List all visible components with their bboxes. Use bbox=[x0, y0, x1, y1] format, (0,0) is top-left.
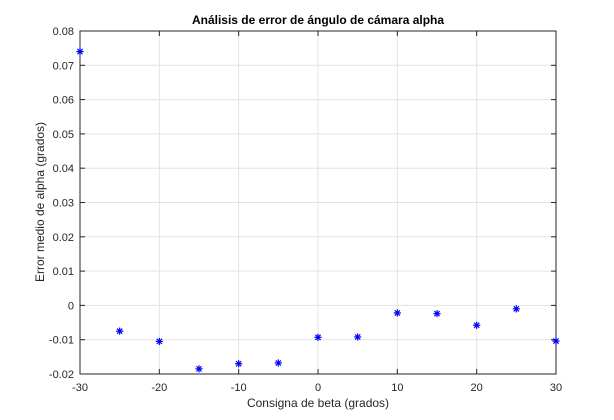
data-point bbox=[473, 321, 481, 329]
marker-stroke bbox=[314, 334, 322, 341]
data-point bbox=[155, 337, 163, 346]
y-tick-labels: -0.02 -0.01 0 0.01 0.02 0.03 0.04 0.05 0.06 0.07 0… bbox=[49, 26, 74, 381]
marker-stroke bbox=[473, 322, 480, 329]
marker-stroke bbox=[513, 305, 520, 312]
x-tick-label: 0 bbox=[315, 382, 321, 394]
x-tick-label: 10 bbox=[391, 382, 403, 394]
y-tick-label: 0.04 bbox=[53, 163, 74, 175]
marker-stroke bbox=[354, 333, 361, 340]
data-point bbox=[354, 333, 362, 341]
x-tick-label: -30 bbox=[72, 382, 88, 394]
x-tick-label: -10 bbox=[231, 382, 247, 394]
marker-stroke bbox=[195, 365, 203, 372]
y-tick-label: -0.01 bbox=[49, 335, 74, 347]
marker-stroke bbox=[116, 328, 123, 335]
y-tick-label: 0.03 bbox=[53, 198, 74, 210]
x-tick-label: -20 bbox=[151, 382, 167, 394]
data-points bbox=[76, 47, 560, 373]
y-tick-label: 0.06 bbox=[53, 95, 74, 107]
data-point bbox=[393, 309, 401, 317]
y-tick-label: 0.01 bbox=[53, 266, 74, 278]
data-point bbox=[116, 327, 124, 335]
x-axis-label: Consigna de beta (grados) bbox=[247, 396, 389, 410]
y-tick-label: 0.07 bbox=[53, 60, 74, 72]
y-tick-label: 0 bbox=[68, 300, 74, 312]
chart-title: Análisis de error de ángulo de cámara al… bbox=[192, 13, 444, 27]
data-point bbox=[235, 360, 243, 368]
data-point bbox=[552, 337, 560, 345]
data-point bbox=[195, 365, 203, 373]
marker-stroke bbox=[552, 338, 560, 345]
data-point bbox=[512, 305, 520, 313]
x-tick-label: 20 bbox=[471, 382, 483, 394]
y-tick-label: 0.02 bbox=[53, 232, 74, 244]
marker-stroke bbox=[235, 360, 242, 367]
data-point bbox=[314, 333, 322, 341]
marker-stroke bbox=[433, 310, 441, 317]
data-point bbox=[274, 359, 282, 367]
marker-stroke bbox=[394, 309, 401, 316]
y-tick-label: 0.08 bbox=[53, 26, 74, 38]
marker-stroke bbox=[76, 48, 84, 55]
data-point bbox=[76, 47, 84, 56]
x-tick-label: 30 bbox=[550, 382, 562, 394]
tick-marks bbox=[79, 30, 557, 375]
marker-stroke bbox=[275, 360, 282, 367]
y-tick-label: 0.05 bbox=[53, 129, 74, 141]
data-point bbox=[433, 310, 441, 318]
marker-stroke bbox=[156, 338, 163, 345]
y-tick-label: -0.02 bbox=[49, 369, 74, 381]
y-axis-label: Error medio de alpha (grados) bbox=[33, 122, 47, 282]
x-tick-labels: -30 -20 -10 0 10 20 30 bbox=[72, 382, 562, 394]
